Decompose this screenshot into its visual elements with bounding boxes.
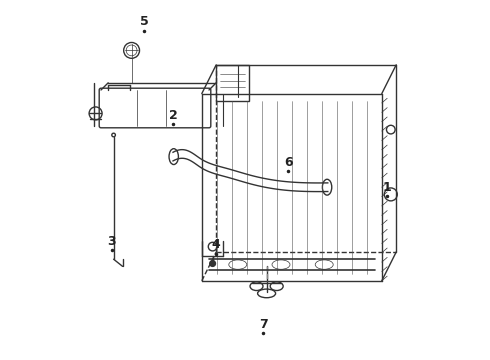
Text: 6: 6 [284,156,293,168]
Text: 7: 7 [259,318,268,330]
Text: 3: 3 [107,235,116,248]
Text: 1: 1 [383,181,392,194]
Text: 2: 2 [169,109,177,122]
Text: 4: 4 [212,238,220,251]
Text: 5: 5 [140,15,148,28]
Ellipse shape [210,261,216,266]
Bar [216,65,248,101]
